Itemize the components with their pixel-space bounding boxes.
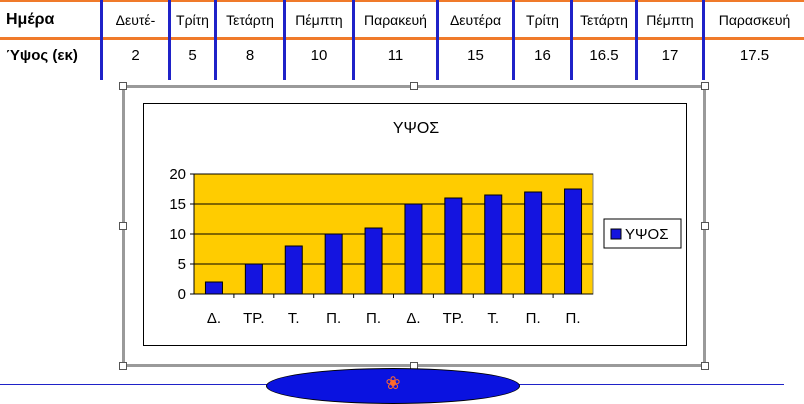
x-tick-label: Π. (566, 310, 581, 327)
day-cell: Πέμπτη (646, 11, 694, 28)
bar (244, 263, 263, 295)
column-divider (570, 0, 573, 80)
bar (564, 188, 583, 295)
row-label-day: Ημέρα (6, 10, 55, 28)
data-table: Ημέρα Ύψος (εκ) Δευτέ- Τρίτη Τετάρτη Πέμ… (0, 0, 804, 80)
x-tick-label: Δ. (406, 310, 420, 327)
column-divider (635, 0, 638, 80)
day-cell: Δευτέ- (115, 11, 156, 28)
resize-handle-bottom-left[interactable] (119, 362, 127, 370)
x-tick-label: Δ. (207, 310, 221, 327)
x-tick-label: ΤΡ. (443, 310, 464, 327)
resize-handle-left[interactable] (119, 222, 127, 230)
height-cell: 16.5 (589, 46, 619, 64)
day-cell: Τρίτη (176, 11, 209, 28)
chart-title: ΥΨΟΣ (392, 120, 440, 137)
day-cell: Πέμπτη (295, 11, 343, 28)
resize-handle-right[interactable] (701, 222, 709, 230)
bar (284, 245, 303, 295)
x-tick-label: Π. (326, 310, 341, 327)
bar (204, 281, 223, 295)
y-tick-label: 15 (169, 196, 186, 213)
day-cell: Δευτέρα (449, 11, 502, 28)
height-cell: 10 (310, 46, 328, 64)
resize-handle-top[interactable] (410, 82, 418, 90)
resize-handle-top-right[interactable] (701, 82, 709, 90)
y-tick-label: 20 (169, 166, 186, 183)
y-tick-label: 5 (178, 256, 186, 273)
height-cell: 16 (534, 46, 551, 64)
column-divider (168, 0, 171, 80)
column-divider (702, 0, 705, 80)
x-tick-label: Π. (366, 310, 381, 327)
row-label-height: Ύψος (εκ) (6, 46, 78, 64)
height-cell: 17 (661, 46, 679, 64)
bar (444, 197, 463, 295)
column-divider (436, 0, 439, 80)
swirl-icon: ❀ (385, 372, 401, 393)
resize-handle-top-left[interactable] (119, 82, 127, 90)
height-cell: 15 (467, 46, 484, 64)
day-cell: Τρίτη (526, 11, 559, 28)
day-cell: Τετάρτη (226, 11, 274, 28)
day-cell: Τετάρτη (580, 11, 628, 28)
x-tick-label: Τ. (487, 310, 499, 327)
bar-chart: 0 5 10 15 20 Δ. ΤΡ. Τ. Π. Π. Δ. ΤΡ. Τ. Π. Π. ΥΨΟΣ (169, 166, 682, 327)
x-tick-label: Τ. (288, 310, 300, 327)
y-tick-label: 10 (169, 226, 186, 243)
height-cell: 11 (387, 46, 404, 64)
legend-label: ΥΨΟΣ (625, 226, 668, 243)
height-cell: 17.5 (739, 46, 770, 64)
column-divider (214, 0, 217, 80)
day-cell: Παρακευή (364, 11, 427, 28)
chart-area[interactable]: ΥΨΟΣ 0 5 10 15 20 Δ. ΤΡ. Τ. Π. Π. Δ. ΤΡ. Τ. Π. Π. ΥΨΟΣ (143, 103, 687, 346)
resize-handle-bottom-right[interactable] (701, 362, 709, 370)
height-cell: 2 (131, 46, 140, 64)
y-tick-label: 0 (178, 286, 186, 303)
column-divider (352, 0, 355, 80)
legend-swatch (610, 228, 622, 240)
day-cell: Παρασκευή (718, 11, 791, 28)
column-divider (100, 0, 103, 80)
nav-button[interactable]: ❀ (266, 368, 520, 404)
table-row-divider (0, 37, 804, 40)
table-top-border (0, 0, 804, 2)
x-tick-label: ΤΡ. (243, 310, 264, 327)
bar (404, 203, 423, 295)
bar (524, 191, 543, 295)
column-divider (512, 0, 515, 80)
bar (324, 233, 343, 295)
x-tick-label: Π. (526, 310, 541, 327)
bar (484, 194, 503, 295)
bar (364, 227, 383, 295)
height-cell: 8 (245, 46, 255, 64)
height-cell: 5 (188, 46, 197, 64)
column-divider (283, 0, 286, 80)
